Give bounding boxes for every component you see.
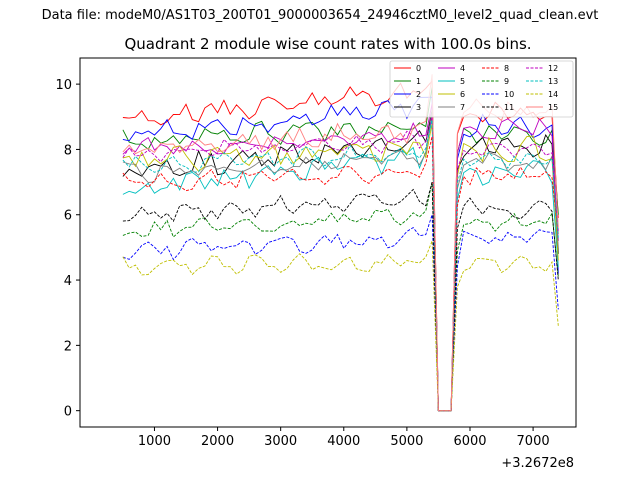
legend-label-6: 6 — [460, 90, 465, 99]
series-line-3 — [122, 110, 559, 412]
legend-label-13: 13 — [548, 77, 558, 86]
chart-title: Quadrant 2 module wise count rates with … — [124, 35, 532, 53]
legend-box — [389, 60, 574, 118]
axes-frame — [79, 57, 577, 428]
x-axis-ticks: 1000 2000 3000 4000 5000 6000 7000 — [138, 427, 550, 449]
x-tick-label: 2000 — [201, 434, 234, 449]
legend-label-15: 15 — [548, 103, 558, 112]
y-tick-label: 10 — [55, 78, 72, 93]
plot-area — [80, 58, 576, 427]
x-tick-label: 5000 — [390, 434, 423, 449]
x-tick-label: 4000 — [327, 434, 360, 449]
series-line-2 — [122, 96, 559, 412]
series-line-12 — [122, 116, 559, 412]
series-line-10 — [122, 214, 559, 412]
series-line-14 — [122, 240, 559, 412]
series-line-13 — [122, 119, 559, 412]
x-tick-label: 7000 — [517, 434, 550, 449]
legend-label-2: 2 — [416, 90, 421, 99]
series-line-7 — [122, 110, 559, 412]
y-axis-ticks: 0 2 4 6 8 10 — [55, 78, 80, 420]
legend-label-7: 7 — [460, 103, 465, 112]
series-line-8 — [122, 136, 559, 412]
y-tick-label: 2 — [64, 339, 72, 354]
series-layer — [122, 74, 559, 412]
legend-label-12: 12 — [548, 64, 558, 73]
y-tick-label: 0 — [64, 405, 72, 420]
y-tick-label: 4 — [64, 274, 72, 289]
legend-label-5: 5 — [460, 77, 465, 86]
y-tick-label: 8 — [64, 143, 72, 158]
legend-label-4: 4 — [460, 64, 465, 73]
legend-label-11: 11 — [504, 103, 514, 112]
legend-label-8: 8 — [504, 64, 509, 73]
legend-label-9: 9 — [504, 77, 509, 86]
series-line-5 — [122, 116, 559, 412]
y-tick-label: 6 — [64, 209, 72, 224]
x-tick-label: 3000 — [264, 434, 297, 449]
series-line-9 — [122, 182, 559, 412]
x-tick-label: 1000 — [138, 434, 171, 449]
legend-label-10: 10 — [504, 90, 514, 99]
figure-suptitle: Data file: modeM0/AS1T03_200T01_90000036… — [41, 8, 599, 23]
legend-label-0: 0 — [416, 64, 421, 73]
x-offset-label: +3.2672e8 — [501, 456, 574, 471]
series-line-4 — [122, 103, 559, 412]
legend-label-1: 1 — [416, 77, 421, 86]
legend-label-14: 14 — [548, 90, 558, 99]
x-tick-label: 6000 — [453, 434, 486, 449]
legend-label-3: 3 — [416, 103, 421, 112]
